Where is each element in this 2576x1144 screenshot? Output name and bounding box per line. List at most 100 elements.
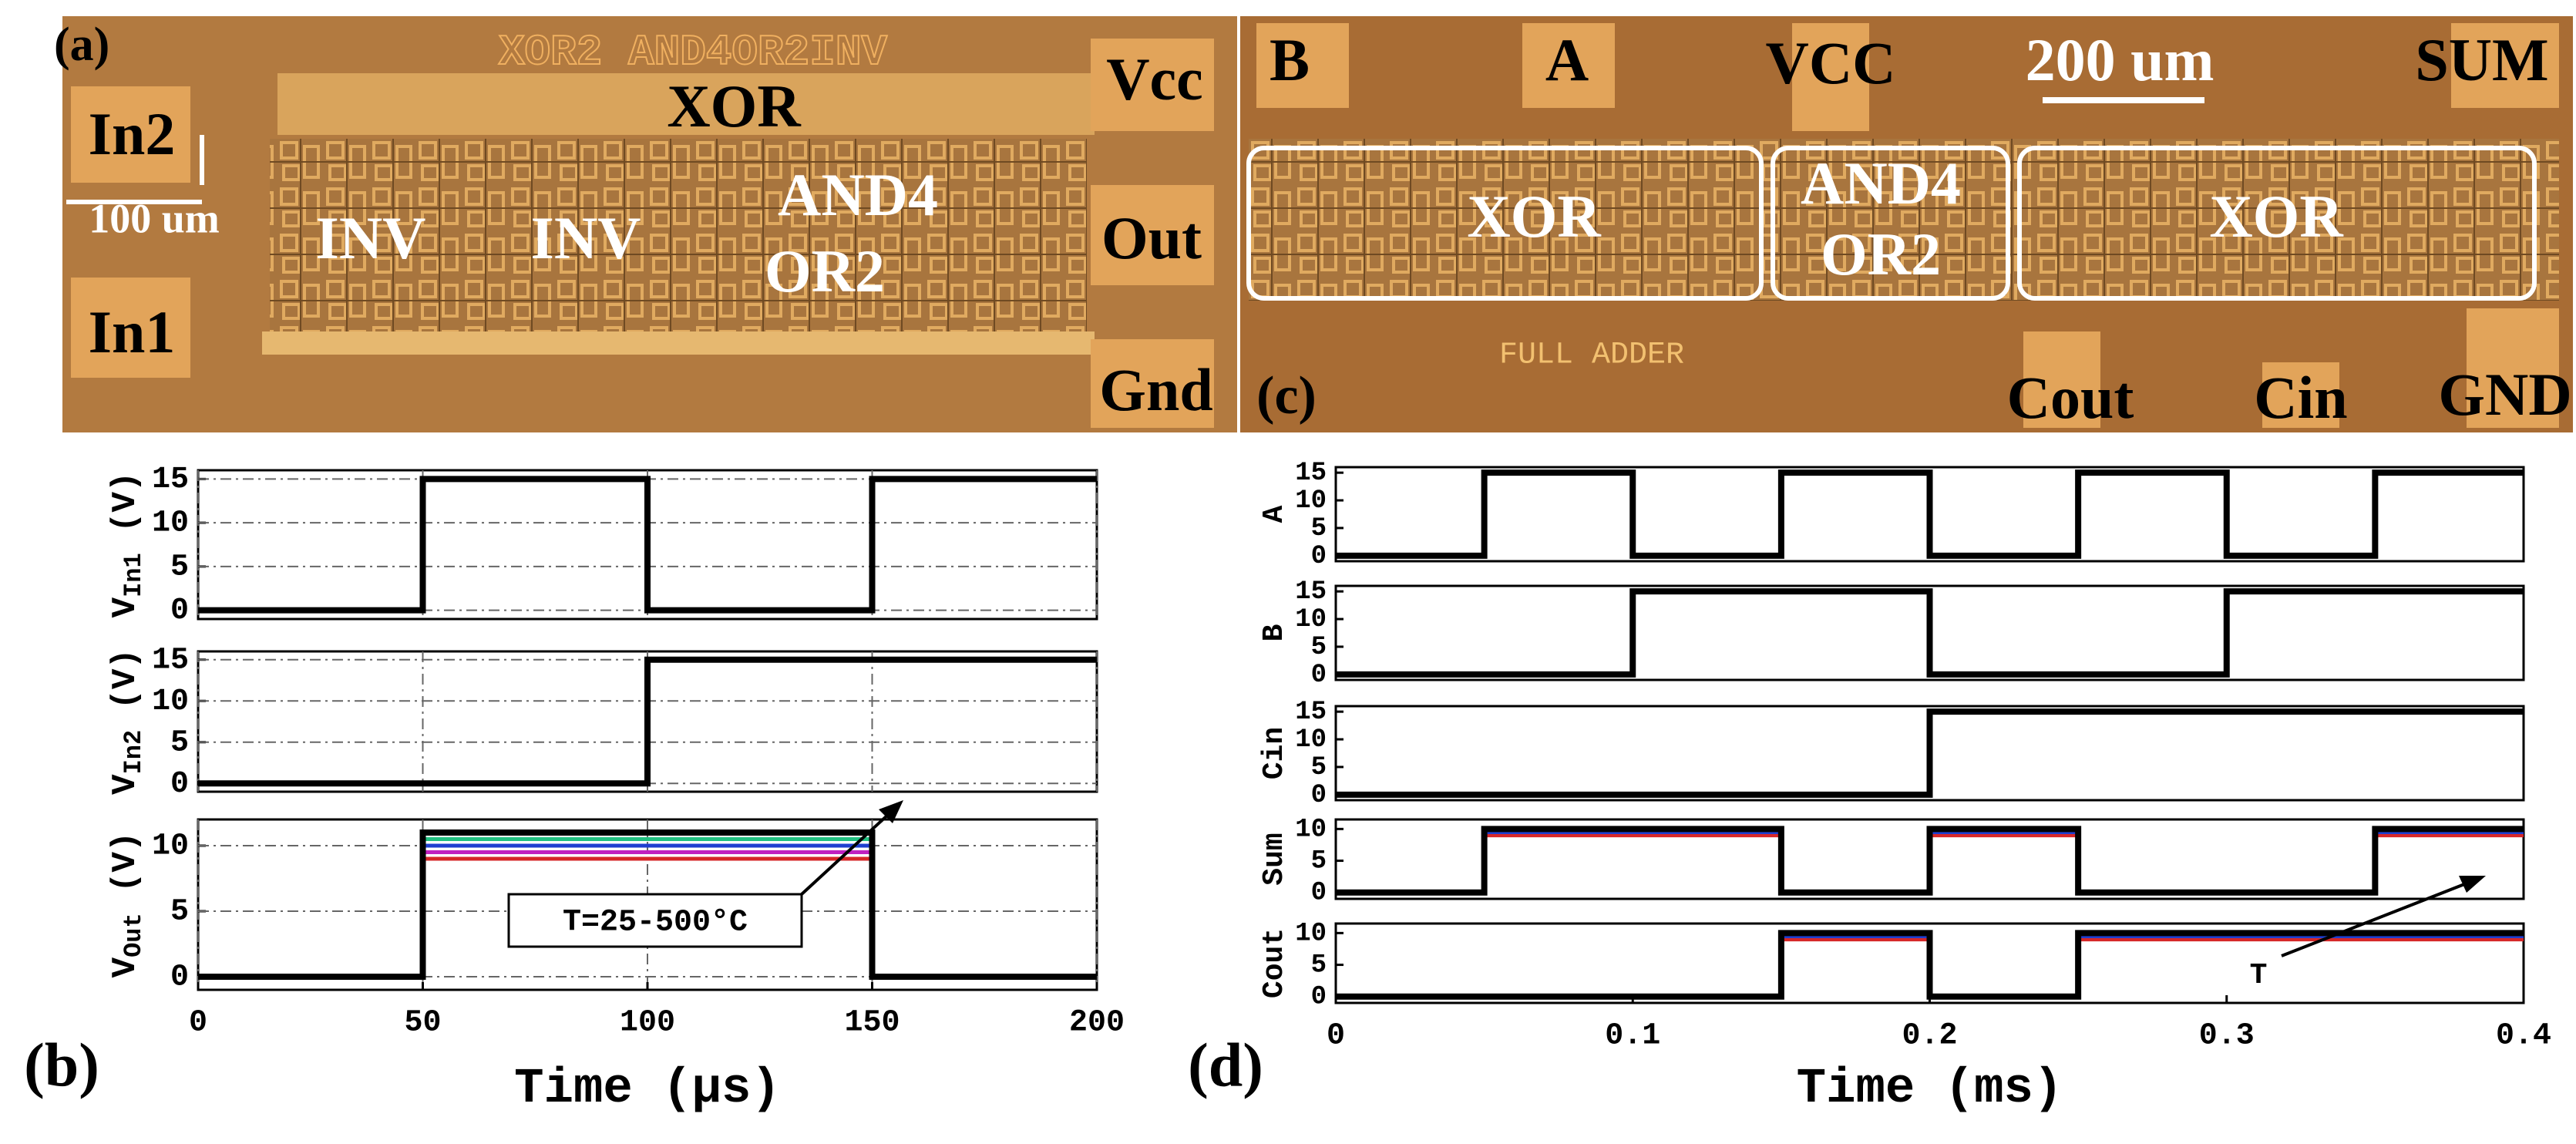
y-tick-label: 15: [1295, 459, 1327, 488]
series-line: [198, 656, 1097, 787]
x-axis-label: Time (μs): [514, 1062, 781, 1117]
pad-label: Vcc: [1106, 45, 1203, 113]
y-axis-label-part: Sum: [1258, 833, 1291, 885]
x-tick-label: 0: [189, 1006, 207, 1041]
y-tick-label: 5: [170, 550, 189, 584]
block-label: AND4: [778, 161, 938, 228]
y-axis-label: B: [1258, 624, 1291, 642]
y-tick-label: 5: [1311, 951, 1327, 981]
y-tick-label: 10: [1295, 919, 1327, 948]
pad-label: SUM: [2415, 26, 2548, 93]
block-label: XOR: [2209, 183, 2344, 250]
y-axis-label-part: V: [106, 597, 145, 617]
block-label: INV: [315, 204, 425, 271]
y-tick-label: 5: [170, 725, 189, 760]
annotation: T: [2250, 959, 2268, 992]
x-tick-label: 0.1: [1605, 1019, 1660, 1054]
y-tick-label: 10: [152, 506, 189, 541]
y-tick-label: 15: [1295, 698, 1327, 727]
y-tick-label: 10: [152, 685, 189, 719]
scale-label: 100 um: [89, 195, 220, 241]
y-tick-label: 0: [1311, 879, 1327, 908]
y-axis-label-part: V: [106, 774, 145, 795]
y-axis-label-part: Out: [119, 913, 148, 957]
pad-label: B: [1270, 26, 1310, 93]
y-axis-label: VIn1 (V): [106, 472, 149, 618]
block-label: OR2: [1821, 220, 1941, 288]
arrow-head: [879, 800, 903, 823]
annotation-arrow: [2281, 877, 2479, 957]
annotation-arrow: [800, 804, 900, 896]
x-tick-label: 0.2: [1902, 1019, 1957, 1054]
y-tick-label: 10: [1295, 725, 1327, 755]
y-axis-label-part: (V): [106, 648, 145, 730]
y-axis-label-part: In2: [119, 730, 148, 775]
y-tick-label: 10: [1295, 486, 1327, 516]
y-tick-label: 5: [1311, 847, 1327, 877]
series-line: [1336, 588, 2524, 678]
y-axis-label-part: Cin: [1258, 727, 1291, 779]
pad-label: Gnd: [1099, 356, 1212, 423]
y-axis-label-part: A: [1258, 505, 1291, 523]
y-axis-label-part: In1: [119, 553, 148, 597]
pad-label: In1: [89, 298, 176, 365]
series-line: [1336, 930, 2524, 1000]
series-line: [1336, 708, 2524, 798]
y-tick-label: 0: [1311, 542, 1327, 571]
pad-label: A: [1545, 26, 1589, 93]
block-label: AND4: [1801, 150, 1961, 217]
y-axis-label: Sum: [1258, 833, 1291, 885]
series-line: [198, 829, 1097, 980]
y-tick-label: 10: [152, 829, 189, 864]
y-tick-label: 0: [170, 594, 189, 628]
block-label: XOR: [667, 72, 802, 140]
y-axis-label: VIn2 (V): [106, 648, 149, 795]
y-tick-label: 5: [1311, 633, 1327, 662]
x-tick-label: 150: [844, 1006, 900, 1041]
x-axis-label: Time (ms): [1797, 1062, 2063, 1117]
panel-label: (d): [1188, 1031, 1263, 1099]
y-axis-label-part: B: [1258, 624, 1291, 642]
y-axis-label: Cin: [1258, 727, 1291, 779]
y-axis-label: VOut (V): [106, 832, 149, 978]
x-tick-label: 0.4: [2496, 1019, 2551, 1054]
scale-label: 200 um: [2026, 26, 2214, 93]
block-label: XOR: [1467, 183, 1602, 250]
block-label: OR2: [765, 237, 885, 305]
x-tick-label: 0.3: [2199, 1019, 2255, 1054]
y-tick-label: 15: [152, 643, 189, 678]
x-tick-label: 200: [1069, 1006, 1125, 1041]
y-tick-label: 0: [1311, 781, 1327, 810]
y-tick-label: 5: [170, 895, 189, 930]
panel-label: (c): [1256, 366, 1317, 426]
series-line: [1336, 469, 2524, 559]
chip-text: FULL ADDER: [1499, 338, 1684, 373]
y-tick-label: 5: [1311, 753, 1327, 782]
x-tick-label: 100: [620, 1006, 675, 1041]
chip-text: XOR2 AND4OR2INV: [499, 28, 887, 77]
y-tick-label: 0: [1311, 661, 1327, 690]
block-label: INV: [530, 204, 641, 271]
annotation: T=25-500°C: [563, 906, 748, 940]
y-tick-label: 0: [170, 767, 189, 802]
pad-label: VCC: [1766, 29, 1896, 96]
y-tick-label: 0: [1311, 983, 1327, 1012]
y-tick-label: 15: [152, 463, 189, 497]
y-axis-label-part: (V): [106, 832, 145, 914]
micrograph-c: B A VCC 200 um SUM XOR AND4 OR2 XOR FULL…: [1240, 16, 2573, 432]
pad-label: GND: [2438, 361, 2571, 428]
arrow-head: [2459, 876, 2486, 893]
panel-label: (b): [24, 1031, 99, 1099]
y-axis-label-part: Cout: [1258, 928, 1291, 998]
y-axis-label-part: (V): [106, 472, 145, 553]
y-tick-label: 15: [1295, 577, 1327, 607]
panel-label: (a): [54, 19, 109, 71]
x-tick-label: 50: [404, 1006, 441, 1041]
pad-label: In2: [89, 100, 176, 167]
y-tick-label: 10: [1295, 815, 1327, 844]
micrograph-a: XOR2 AND4OR2INV XOR In2 100 um INV INV A…: [54, 16, 1237, 432]
y-tick-label: 10: [1295, 605, 1327, 634]
x-tick-label: 0: [1327, 1019, 1345, 1054]
y-axis-label-part: V: [106, 957, 145, 977]
